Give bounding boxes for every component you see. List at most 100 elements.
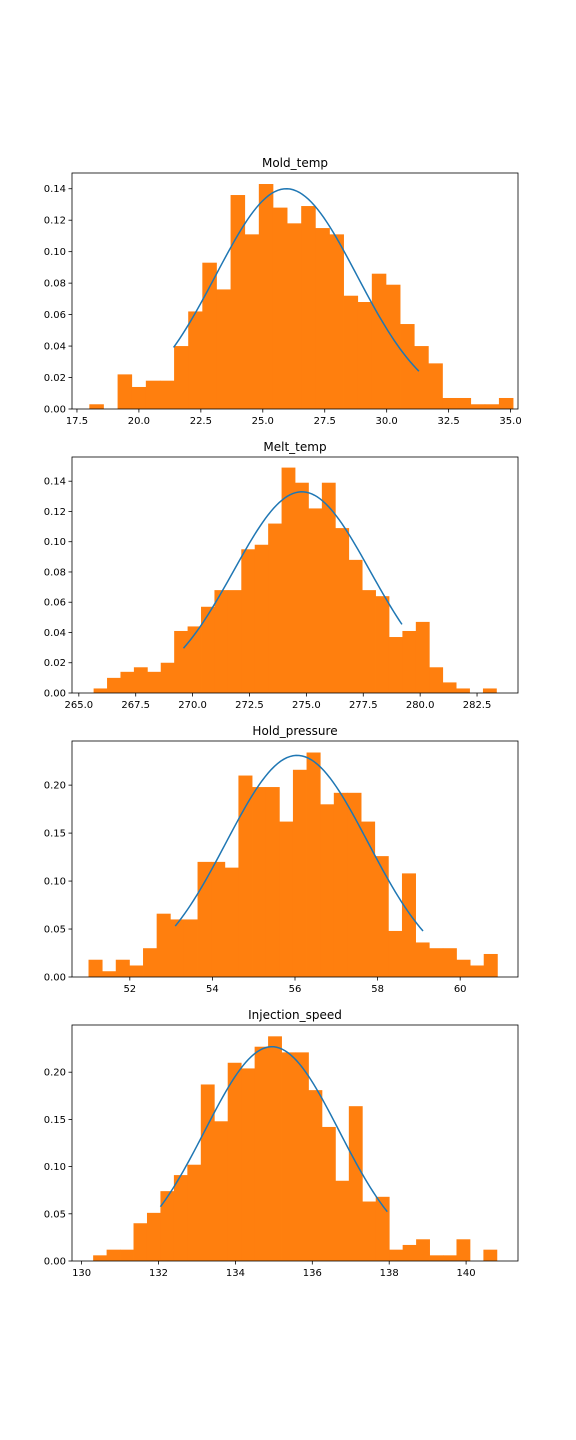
x-tick-label: 134: [226, 1268, 245, 1279]
x-tick-label: 58: [371, 984, 384, 995]
y-tick-label: 0.02: [44, 373, 66, 384]
histogram-bar: [216, 289, 231, 409]
histogram-bar: [321, 482, 336, 693]
density-curve: [182, 491, 403, 649]
x-tick-label: 270.0: [178, 700, 207, 711]
axes-frame: [71, 1024, 519, 1262]
y-tick-label: 0.00: [44, 689, 66, 700]
histogram-bar: [265, 787, 280, 977]
histogram-bar: [301, 206, 316, 409]
histogram-bar: [258, 184, 274, 409]
histogram-bar: [483, 953, 498, 977]
histogram-bar: [482, 688, 497, 693]
histogram-bar: [268, 1036, 282, 1261]
x-tick-label: 60: [454, 984, 467, 995]
x-tick-label: 17.5: [66, 416, 88, 427]
histogram-bar: [117, 374, 133, 409]
axes-frame: [71, 172, 519, 410]
density-curve: [172, 187, 420, 372]
subplot-title: Hold_pressure: [252, 724, 337, 738]
histogram-bar: [133, 1223, 148, 1261]
histogram-bar: [238, 775, 253, 977]
histogram-bar: [102, 971, 117, 977]
x-tick-label: 275.0: [292, 700, 321, 711]
histogram-bar: [388, 930, 403, 977]
histogram-bar: [428, 363, 443, 409]
histogram-bar: [241, 1068, 256, 1261]
histogram-bar: [197, 861, 212, 977]
subplot-title: Mold_temp: [262, 156, 328, 170]
histogram-bar: [292, 769, 307, 977]
histogram-bar: [230, 195, 246, 409]
histogram-bar: [281, 467, 296, 693]
histogram-bar: [227, 1062, 242, 1261]
histogram-bar: [348, 559, 363, 693]
histogram-bar: [106, 1249, 121, 1261]
histogram-bar: [402, 1244, 417, 1261]
histogram-bar: [357, 302, 373, 409]
histogram-bar: [442, 397, 457, 409]
y-tick-label: 0.10: [44, 877, 66, 888]
histogram-bar: [335, 528, 350, 693]
histogram-bar: [429, 1255, 444, 1261]
density-curve: [174, 754, 424, 932]
y-tick-label: 0.05: [44, 1209, 66, 1220]
y-tick-label: 0.08: [44, 279, 66, 290]
histogram-bar: [306, 752, 321, 977]
histogram-bar: [362, 1201, 377, 1261]
histogram-bar: [160, 662, 175, 693]
y-tick-label: 0.05: [44, 925, 66, 936]
x-tick-label: 27.5: [314, 416, 336, 427]
histogram-bar: [146, 1212, 161, 1261]
histogram-bar: [456, 1239, 471, 1261]
x-tick-label: 267.5: [121, 700, 150, 711]
histogram-bar: [224, 867, 239, 977]
histogram-bar: [254, 1046, 269, 1261]
histogram-bar: [498, 397, 514, 409]
x-tick-label: 132: [149, 1268, 168, 1279]
histogram-bar: [456, 959, 471, 977]
histogram-bar: [329, 234, 344, 409]
histogram-bar: [131, 386, 147, 409]
histogram-bar: [89, 404, 104, 409]
histogram-bar: [470, 965, 485, 977]
x-tick-label: 138: [380, 1268, 399, 1279]
x-tick-label: 277.5: [349, 700, 378, 711]
histogram-bar: [347, 792, 362, 977]
histogram-bar: [402, 630, 417, 693]
x-tick-label: 265.0: [65, 700, 94, 711]
axes-frame: [71, 456, 519, 694]
histogram-bar: [120, 671, 135, 693]
histogram-bar: [88, 959, 103, 977]
y-tick-label: 0.12: [44, 216, 66, 227]
histogram-bar: [362, 590, 376, 693]
y-tick-label: 0.06: [44, 310, 66, 321]
x-tick-label: 56: [289, 984, 302, 995]
histogram-bar: [375, 1196, 390, 1261]
histogram-bar: [156, 913, 171, 977]
y-tick-label: 0.20: [44, 1068, 66, 1079]
histogram-bar: [456, 397, 472, 409]
y-tick-label: 0.06: [44, 598, 66, 609]
histogram-bar: [389, 1249, 404, 1261]
histogram-bar: [252, 787, 267, 977]
y-tick-label: 0.04: [44, 628, 66, 639]
histogram-bar: [187, 1164, 202, 1261]
y-tick-label: 0.14: [44, 184, 66, 195]
histogram-bar: [308, 508, 323, 693]
histogram-bar: [415, 942, 430, 977]
histogram-bar: [335, 1180, 350, 1261]
histogram-bar: [443, 1255, 457, 1261]
histogram-bar: [400, 324, 415, 409]
histogram-bar: [401, 873, 416, 977]
histogram-bar: [470, 404, 486, 409]
y-tick-label: 0.12: [44, 507, 66, 518]
histogram-bar: [143, 948, 158, 977]
histogram-bar: [415, 621, 430, 693]
x-tick-label: 272.5: [235, 700, 264, 711]
histogram-bar: [174, 630, 188, 693]
y-tick-label: 0.20: [44, 781, 66, 792]
x-tick-label: 35.0: [499, 416, 521, 427]
subplot-1: 17.5 20.0 22.5 25.0 27.5 30.0 32.5 35.0 0.00 0.02…: [44, 156, 522, 427]
y-tick-label: 0.02: [44, 658, 66, 669]
